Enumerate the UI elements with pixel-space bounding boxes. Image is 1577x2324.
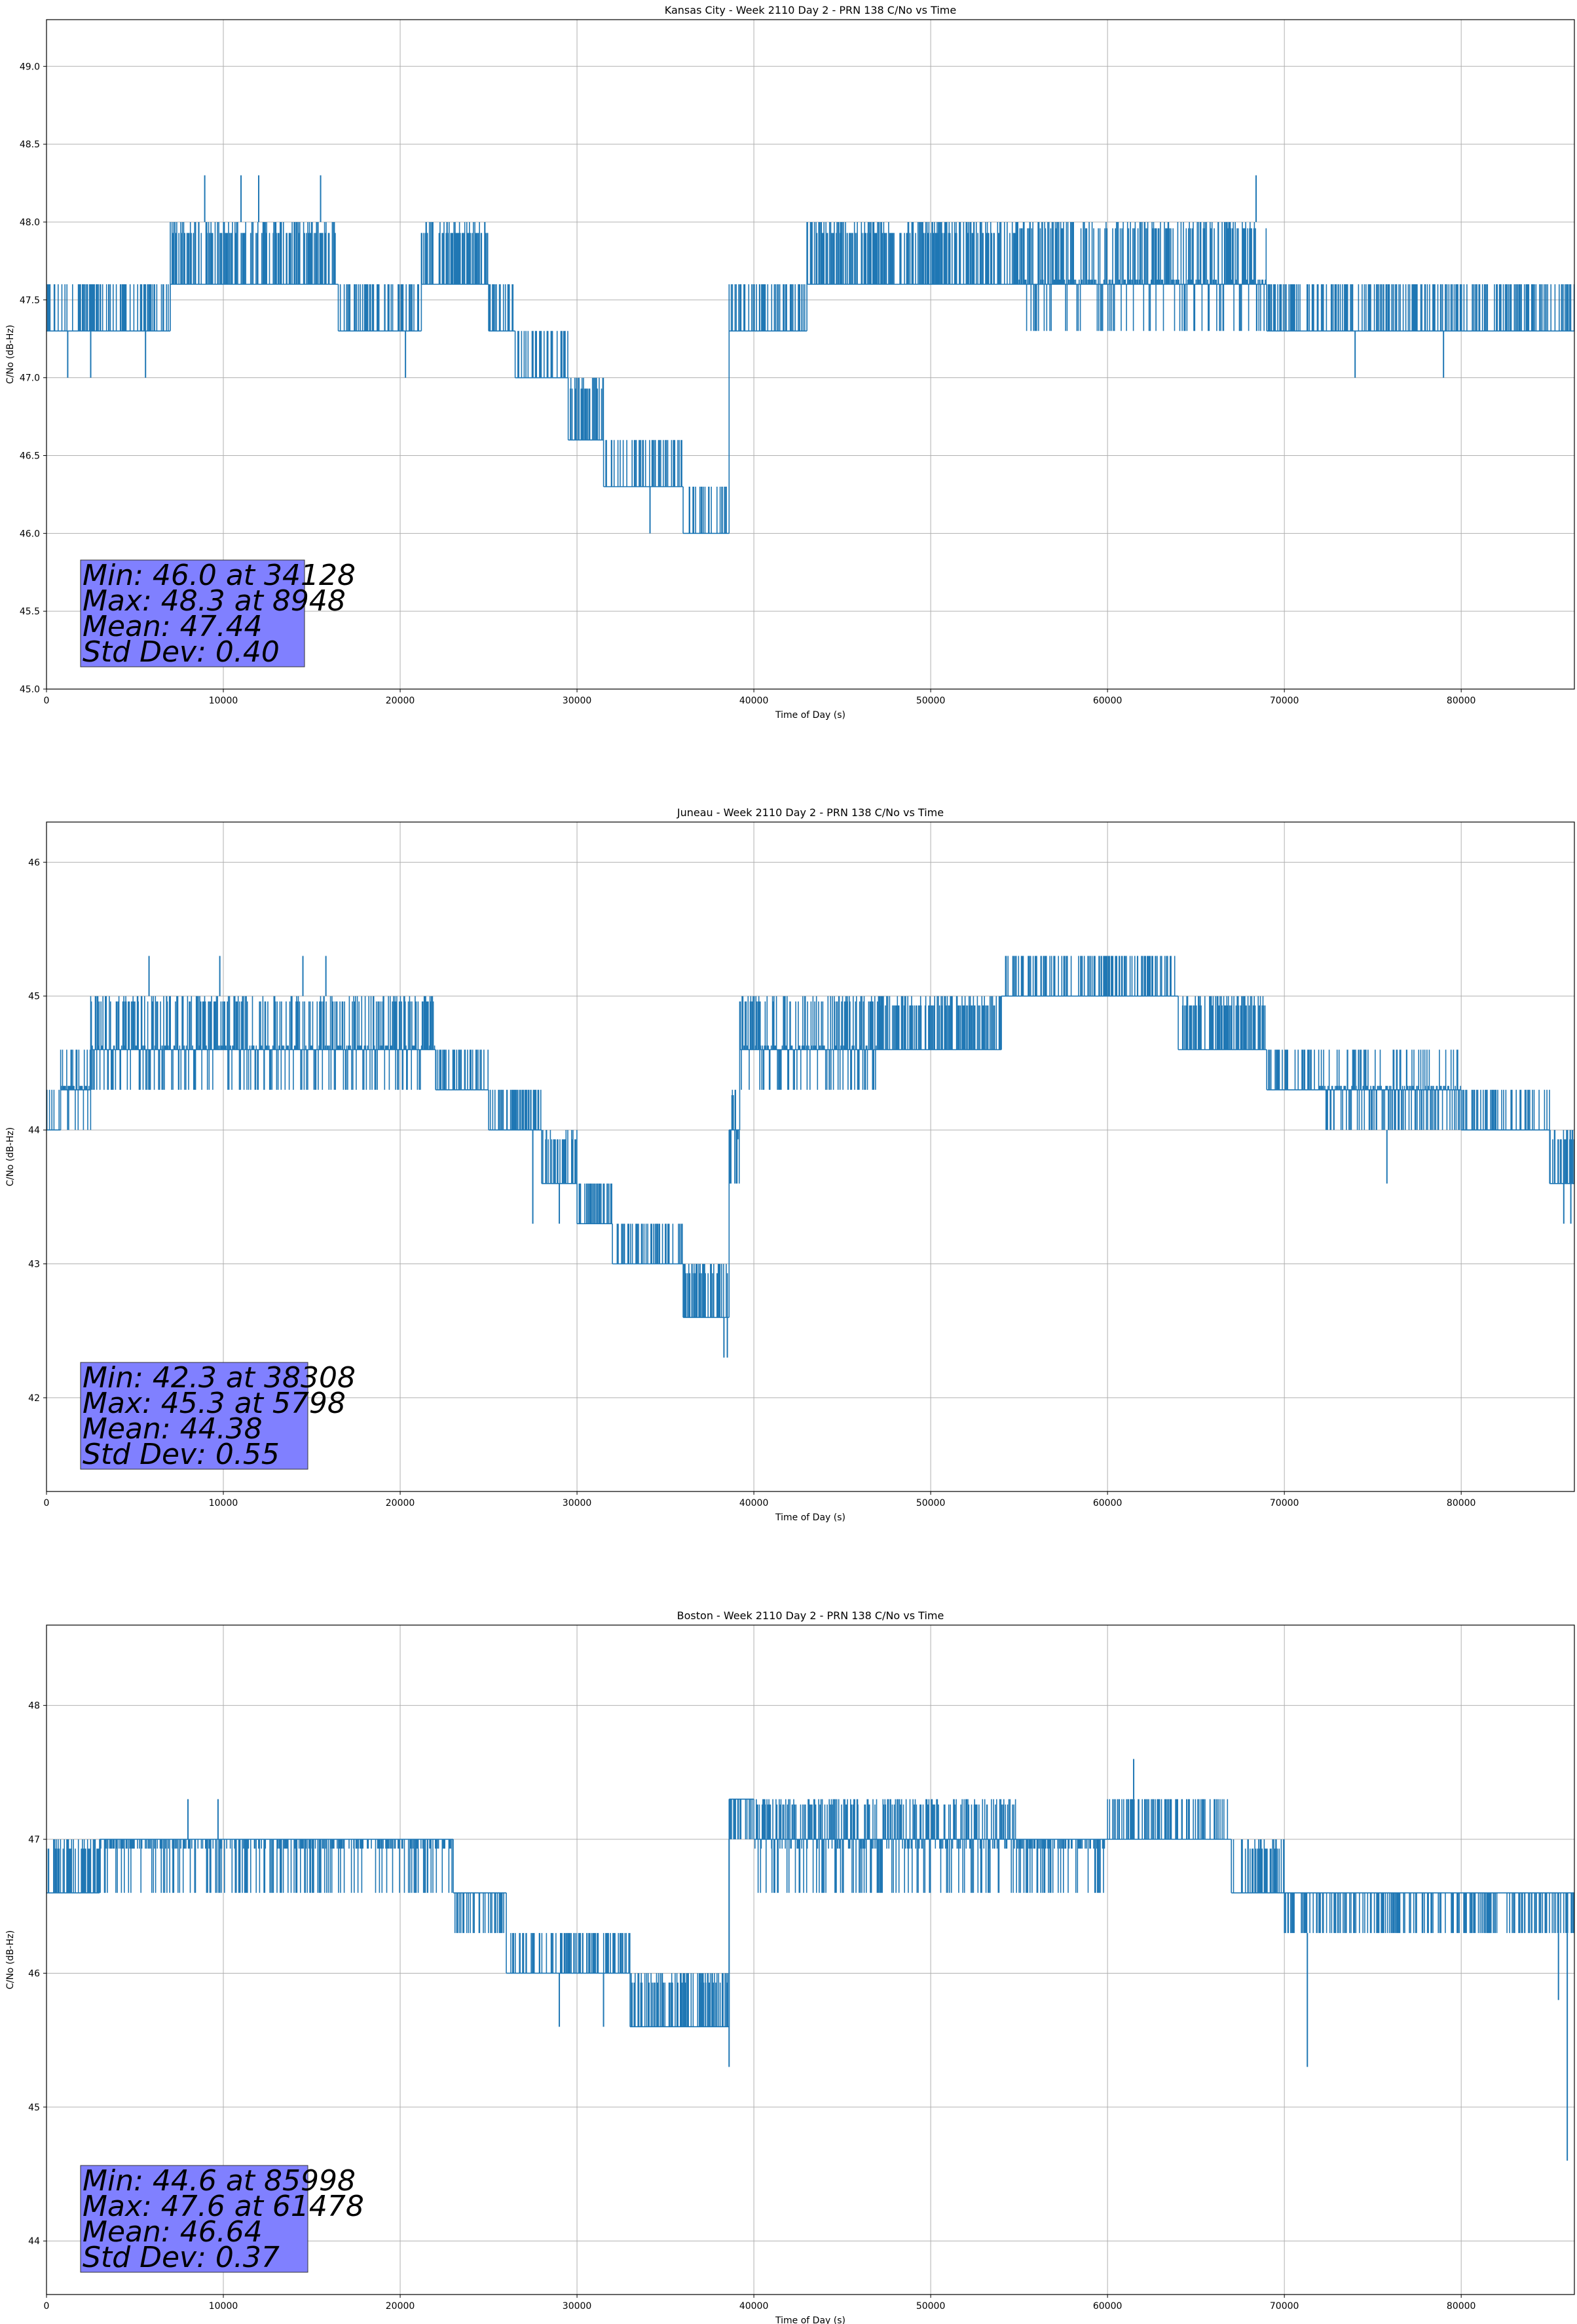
chart-1-axes-frame [46,821,1575,1492]
chart-0-x-tick-label-2: 20000 [386,696,415,706]
chart-0-stats-box [80,559,305,667]
chart-0-x-tick-label-4: 40000 [739,696,769,706]
chart-2-x-tick-label-7: 70000 [1270,2301,1299,2312]
chart-2-y-tick-label-4: 48 [28,1701,40,1712]
chart-0-y-tick-label-3: 46.5 [20,451,40,461]
chart-1-stats-mean: Mean: 44.38 [83,1412,263,1446]
chart-2-y-tick-label-3: 47 [28,1835,40,1845]
chart-1-stats-max: Max: 45.3 at 5798 [83,1387,346,1420]
chart-2: 0 10000 20000 30000 40000 50000 60000 70000 8000… [5,1609,1575,2324]
chart-1-stats-box [80,1362,308,1470]
chart-2-x-tick-label-3: 30000 [563,2301,592,2312]
chart-2-series-line [46,1759,1574,2161]
chart-0-stats-max: Max: 48.3 at 8948 [83,584,346,618]
chart-2-x-tick-label-5: 50000 [916,2301,946,2312]
chart-2-x-tick-label-4: 40000 [739,2301,769,2312]
chart-0-axes-frame [46,19,1575,690]
chart-2-title: Boston - Week 2110 Day 2 - PRN 138 C/No … [677,1609,944,1622]
chart-0-x-tick-label-0: 0 [44,696,50,706]
chart-1-stats-std: Std Dev: 0.55 [83,1438,280,1471]
chart-0-y-tick-label-7: 48.5 [20,140,40,150]
chart-0-y-tick-label-8: 49.0 [20,62,40,72]
chart-0-y-axis-label: C/No (dB-Hz) [5,325,16,384]
chart-1-x-tick-label-2: 20000 [386,1498,415,1509]
chart-0-stats-min: Min: 46.0 at 34128 [83,559,356,592]
chart-1-x-tick-label-8: 80000 [1447,1498,1476,1509]
chart-2-x-tick-label-2: 20000 [386,2301,415,2312]
chart-0-stats-std: Std Dev: 0.40 [83,635,280,669]
chart-0-x-axis-label: Time of Day (s) [775,710,845,721]
chart-0-y-tick-label-5: 47.5 [20,295,40,306]
chart-2-x-tick-label-6: 60000 [1093,2301,1122,2312]
chart-2-axes-frame [46,1624,1575,2295]
chart-0-y-tick-label-2: 46.0 [20,529,40,539]
chart-1-x-tick-label-5: 50000 [916,1498,946,1509]
chart-2-stats-max: Max: 47.6 at 61478 [83,2190,364,2223]
chart-0-x-tick-label-5: 50000 [916,696,946,706]
chart-0-y-tick-label-0: 45.0 [20,684,40,695]
chart-2-y-tick-label-1: 45 [28,2103,40,2113]
chart-1-y-tick-label-2: 44 [28,1125,40,1136]
chart-0-x-tick-label-1: 10000 [209,696,238,706]
chart-1-x-tick-label-6: 60000 [1093,1498,1122,1509]
chart-2-x-axis-label: Time of Day (s) [775,2315,845,2324]
chart-2-y-tick-label-2: 46 [28,1968,40,1979]
chart-1: 0 10000 20000 30000 40000 50000 60000 70000 8000… [5,806,1575,1523]
chart-1-y-tick-label-1: 43 [28,1260,40,1270]
chart-0-series-line [46,175,1574,534]
chart-0-x-tick-label-6: 60000 [1093,696,1122,706]
chart-2-stats-mean: Mean: 46.64 [83,2215,263,2249]
chart-0-y-tick-label-4: 47.0 [20,373,40,384]
chart-2-x-tick-label-8: 80000 [1447,2301,1476,2312]
chart-0-x-tick-label-8: 80000 [1447,696,1476,706]
chart-0-y-tick-label-1: 45.5 [20,607,40,617]
chart-2-x-tick-label-0: 0 [44,2301,50,2312]
chart-1-x-tick-label-1: 10000 [209,1498,238,1509]
chart-1-series-line [46,956,1574,1358]
chart-1-y-axis-label: C/No (dB-Hz) [5,1127,16,1186]
chart-0-x-tick-label-7: 70000 [1270,696,1299,706]
chart-0-stats-mean: Mean: 47.44 [83,610,263,643]
chart-1-x-tick-label-4: 40000 [739,1498,769,1509]
chart-2-stats-std: Std Dev: 0.37 [83,2241,280,2274]
chart-2-y-tick-label-0: 44 [28,2236,40,2247]
chart-0: 0 10000 20000 30000 40000 50000 60000 70000 8000… [5,4,1575,721]
chart-2-y-axis-label: C/No (dB-Hz) [5,1930,16,1989]
chart-2-stats-min: Min: 44.6 at 85998 [83,2164,356,2198]
chart-0-y-tick-label-6: 48.0 [20,217,40,228]
chart-1-title: Juneau - Week 2110 Day 2 - PRN 138 C/No … [677,806,944,819]
chart-1-x-tick-label-3: 30000 [563,1498,592,1509]
chart-2-x-tick-label-1: 10000 [209,2301,238,2312]
chart-1-y-tick-label-3: 45 [28,992,40,1002]
chart-2-stats-box [80,2165,308,2273]
chart-0-x-tick-label-3: 30000 [563,696,592,706]
chart-1-y-tick-label-0: 42 [28,1393,40,1404]
chart-1-stats-min: Min: 42.3 at 38308 [83,1361,356,1395]
chart-1-x-tick-label-7: 70000 [1270,1498,1299,1509]
chart-0-title: Kansas City - Week 2110 Day 2 - PRN 138 … [665,4,956,16]
chart-1-y-tick-label-4: 46 [28,857,40,868]
chart-1-x-axis-label: Time of Day (s) [775,1512,845,1523]
chart-1-x-tick-label-0: 0 [44,1498,50,1509]
